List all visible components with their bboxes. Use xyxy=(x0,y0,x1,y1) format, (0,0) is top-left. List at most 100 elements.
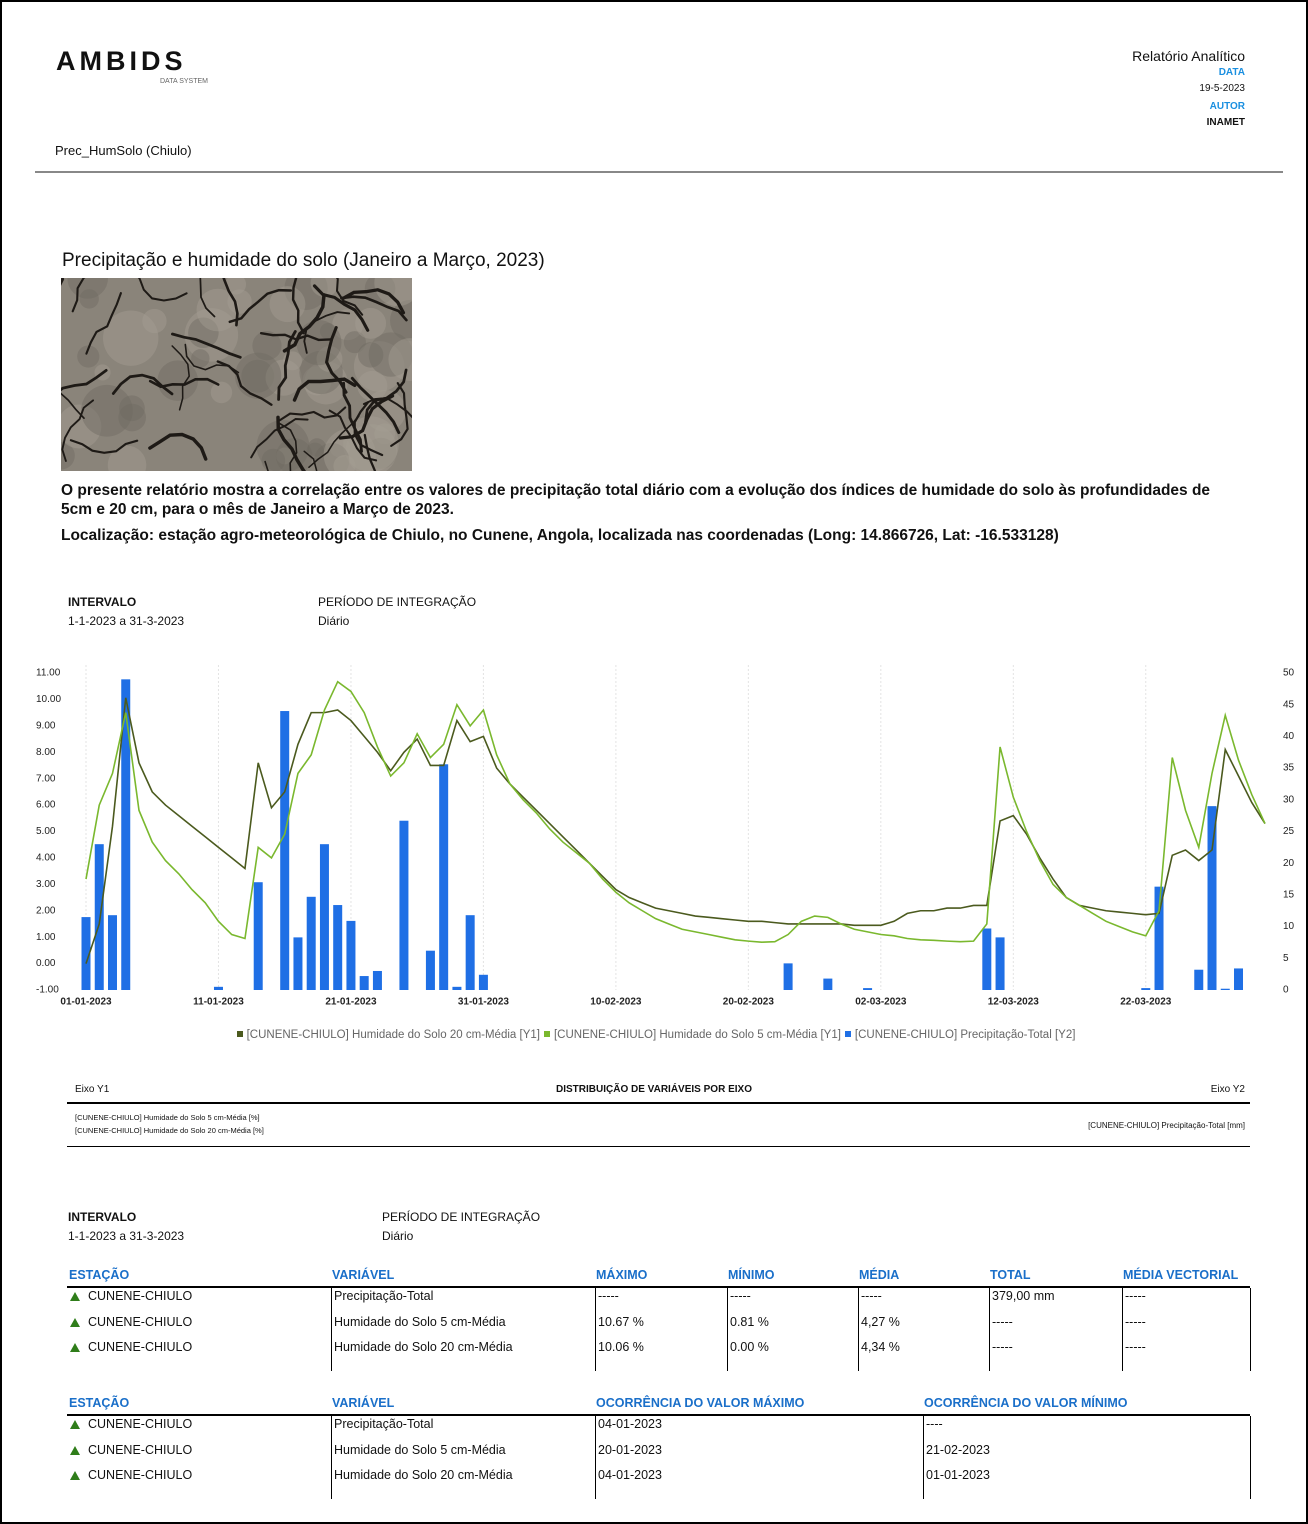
legend-swatch xyxy=(237,1031,243,1037)
interval-label: INTERVALO xyxy=(68,1210,136,1224)
y-tick-label: 10.00 xyxy=(36,694,61,705)
y-tick-label: 2.00 xyxy=(36,905,56,916)
bar xyxy=(399,821,408,990)
axis-y1-var: [CUNENE-CHIULO] Humidade do Solo 20 cm-M… xyxy=(75,1126,264,1135)
table-divider xyxy=(1122,1288,1123,1371)
x-tick-label: 31-01-2023 xyxy=(458,997,510,1008)
date-label: DATA xyxy=(1219,67,1245,78)
chart: -1.000.001.002.003.004.005.006.007.008.0… xyxy=(0,655,1308,1015)
x-tick-label: 22-03-2023 xyxy=(1120,997,1172,1008)
table-cell: ----- xyxy=(1125,1289,1146,1303)
location: Localização: estação agro-meteorológica … xyxy=(61,527,1059,545)
line xyxy=(86,698,1265,964)
y2-tick-label: 30 xyxy=(1283,794,1295,805)
y2-tick-label: 20 xyxy=(1283,858,1295,869)
soil-patch xyxy=(79,289,98,308)
table-divider xyxy=(331,1288,332,1371)
period-label: PERÍODO DE INTEGRAÇÃO xyxy=(318,595,476,609)
interval-value: 1-1-2023 a 31-3-2023 xyxy=(68,614,184,628)
y2-tick-label: 10 xyxy=(1283,921,1295,932)
description: O presente relatório mostra a correlação… xyxy=(61,481,1241,519)
table-cell: CUNENE-CHIULO xyxy=(70,1289,192,1303)
table-cell: ----- xyxy=(730,1289,751,1303)
page: Relatório { "header": {"logo": "AMBIDS",… xyxy=(0,0,1308,1524)
table-cell: ----- xyxy=(1125,1340,1146,1354)
bar xyxy=(320,844,329,990)
table-header: VARIÁVEL xyxy=(332,1396,394,1410)
bar xyxy=(1194,970,1203,990)
y2-tick-label: 0 xyxy=(1283,985,1289,996)
y2-tick-label: 40 xyxy=(1283,731,1295,742)
table-rule xyxy=(67,1286,1250,1288)
bar xyxy=(360,976,369,990)
table-cell: 0.00 % xyxy=(730,1340,769,1354)
table-divider xyxy=(727,1288,728,1371)
table-header: VARIÁVEL xyxy=(332,1268,394,1282)
axis-y2-var: [CUNENE-CHIULO] Precipitação-Total [mm] xyxy=(1088,1121,1245,1130)
table-cell: Humidade do Solo 20 cm-Média xyxy=(334,1468,513,1482)
x-tick-label: 01-01-2023 xyxy=(60,997,112,1008)
y-tick-label: -1.00 xyxy=(36,985,59,996)
legend-label: [CUNENE-CHIULO] Precipitação-Total [Y2] xyxy=(855,1029,1075,1041)
table-header: OCORRÊNCIA DO VALOR MÍNIMO xyxy=(924,1396,1127,1410)
table-cell: 10.67 % xyxy=(598,1315,644,1329)
table-cell: CUNENE-CHIULO xyxy=(70,1340,192,1354)
legend-swatch xyxy=(544,1031,550,1037)
bar xyxy=(452,987,461,990)
station-icon xyxy=(70,1446,80,1455)
axis-y2-label: Eixo Y2 xyxy=(1211,1084,1245,1095)
table-divider xyxy=(923,1416,924,1499)
y2-tick-label: 5 xyxy=(1283,953,1289,964)
table-divider xyxy=(595,1288,596,1371)
table-cell: 0.81 % xyxy=(730,1315,769,1329)
logo: AMBIDS xyxy=(56,46,187,77)
table-cell: 379,00 mm xyxy=(992,1289,1055,1303)
table-cell: CUNENE-CHIULO xyxy=(70,1417,192,1431)
station-icon xyxy=(70,1318,80,1327)
table-cell: Humidade do Solo 5 cm-Média xyxy=(334,1443,506,1457)
table-cell: ----- xyxy=(598,1289,619,1303)
table-rule xyxy=(67,1414,1250,1416)
x-tick-label: 20-02-2023 xyxy=(723,997,775,1008)
report-title: Relatório Analítico xyxy=(1132,48,1245,64)
bar xyxy=(333,905,342,990)
interval-value: 1-1-2023 a 31-3-2023 xyxy=(68,1229,184,1243)
bar xyxy=(1208,806,1217,990)
y-tick-label: 0.00 xyxy=(36,958,56,969)
table-cell: Humidade do Solo 5 cm-Média xyxy=(334,1315,506,1329)
axes-rule-bottom xyxy=(67,1146,1250,1147)
y2-tick-label: 25 xyxy=(1283,826,1295,837)
table-header: ESTAÇÃO xyxy=(69,1396,129,1410)
soil-image xyxy=(61,278,412,471)
legend-label: [CUNENE-CHIULO] Humidade do Solo 5 cm-Mé… xyxy=(554,1029,841,1041)
header-rule xyxy=(35,171,1283,173)
x-tick-label: 02-03-2023 xyxy=(855,997,907,1008)
table-header: ESTAÇÃO xyxy=(69,1268,129,1282)
bar xyxy=(346,921,355,990)
y-tick-label: 6.00 xyxy=(36,800,56,811)
document-name: Prec_HumSolo (Chiulo) xyxy=(55,143,192,158)
bar xyxy=(373,971,382,990)
axis-y1-var: [CUNENE-CHIULO] Humidade do Solo 5 cm-Mé… xyxy=(75,1113,260,1122)
report: AMBIDS DATA SYSTEM Relatório Analítico D… xyxy=(0,0,1308,1524)
table-divider xyxy=(1250,1288,1251,1371)
y2-tick-label: 15 xyxy=(1283,890,1295,901)
legend-swatch xyxy=(845,1031,851,1037)
table-cell: 10.06 % xyxy=(598,1340,644,1354)
table-cell: 04-01-2023 xyxy=(598,1417,662,1431)
bar xyxy=(982,929,991,990)
y2-tick-label: 50 xyxy=(1283,668,1295,679)
table-header: OCORRÊNCIA DO VALOR MÁXIMO xyxy=(596,1396,804,1410)
y2-tick-label: 35 xyxy=(1283,763,1295,774)
station-icon xyxy=(70,1343,80,1352)
bar xyxy=(1221,989,1230,990)
table-divider xyxy=(1250,1416,1251,1499)
bar xyxy=(108,915,117,990)
legend-label: [CUNENE-CHIULO] Humidade do Solo 20 cm-M… xyxy=(247,1029,540,1041)
y-tick-label: 4.00 xyxy=(36,853,56,864)
table-cell: Precipitação-Total xyxy=(334,1289,433,1303)
y-tick-label: 9.00 xyxy=(36,720,56,731)
axes-rule-top xyxy=(67,1102,1250,1104)
legend: [CUNENE-CHIULO] Humidade do Solo 20 cm-M… xyxy=(0,1029,1308,1041)
table-cell: 01-01-2023 xyxy=(926,1468,990,1482)
